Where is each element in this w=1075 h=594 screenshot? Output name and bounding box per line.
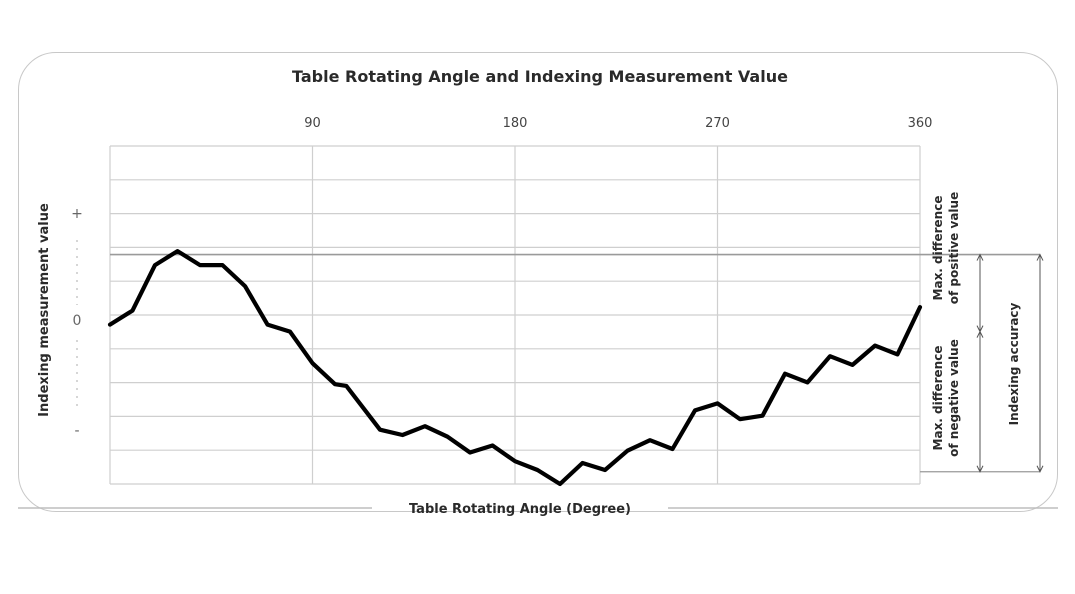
x-tick-label: 270: [705, 116, 730, 131]
chart-frame: [18, 52, 1058, 512]
y-tick-label: +: [71, 206, 83, 222]
x-axis-title: Table Rotating Angle (Degree): [409, 502, 631, 517]
arrow-accuracy-head-top: [1036, 253, 1044, 261]
arrow-positive-head-top: [976, 253, 984, 261]
chart-title: Table Rotating Angle and Indexing Measur…: [292, 67, 788, 86]
x-tick-label: 180: [503, 116, 528, 131]
arrow-negative-head-top: [976, 330, 984, 338]
x-tick-label: 360: [908, 116, 933, 131]
y-axis-title: Indexing measurement value: [37, 203, 52, 417]
arrow-accuracy-head-bottom: [1036, 465, 1044, 473]
arrow-negative-head-bottom: [976, 465, 984, 473]
y-tick-label: 0: [73, 313, 82, 329]
x-tick-label: 90: [304, 116, 321, 131]
annotation-max-positive: Max. difference of positive value: [931, 192, 961, 304]
annotation-max-negative: Max. difference of negative value: [931, 339, 961, 457]
annotation-indexing-accuracy: Indexing accuracy: [1007, 302, 1021, 425]
y-tick-label: -: [74, 423, 79, 439]
